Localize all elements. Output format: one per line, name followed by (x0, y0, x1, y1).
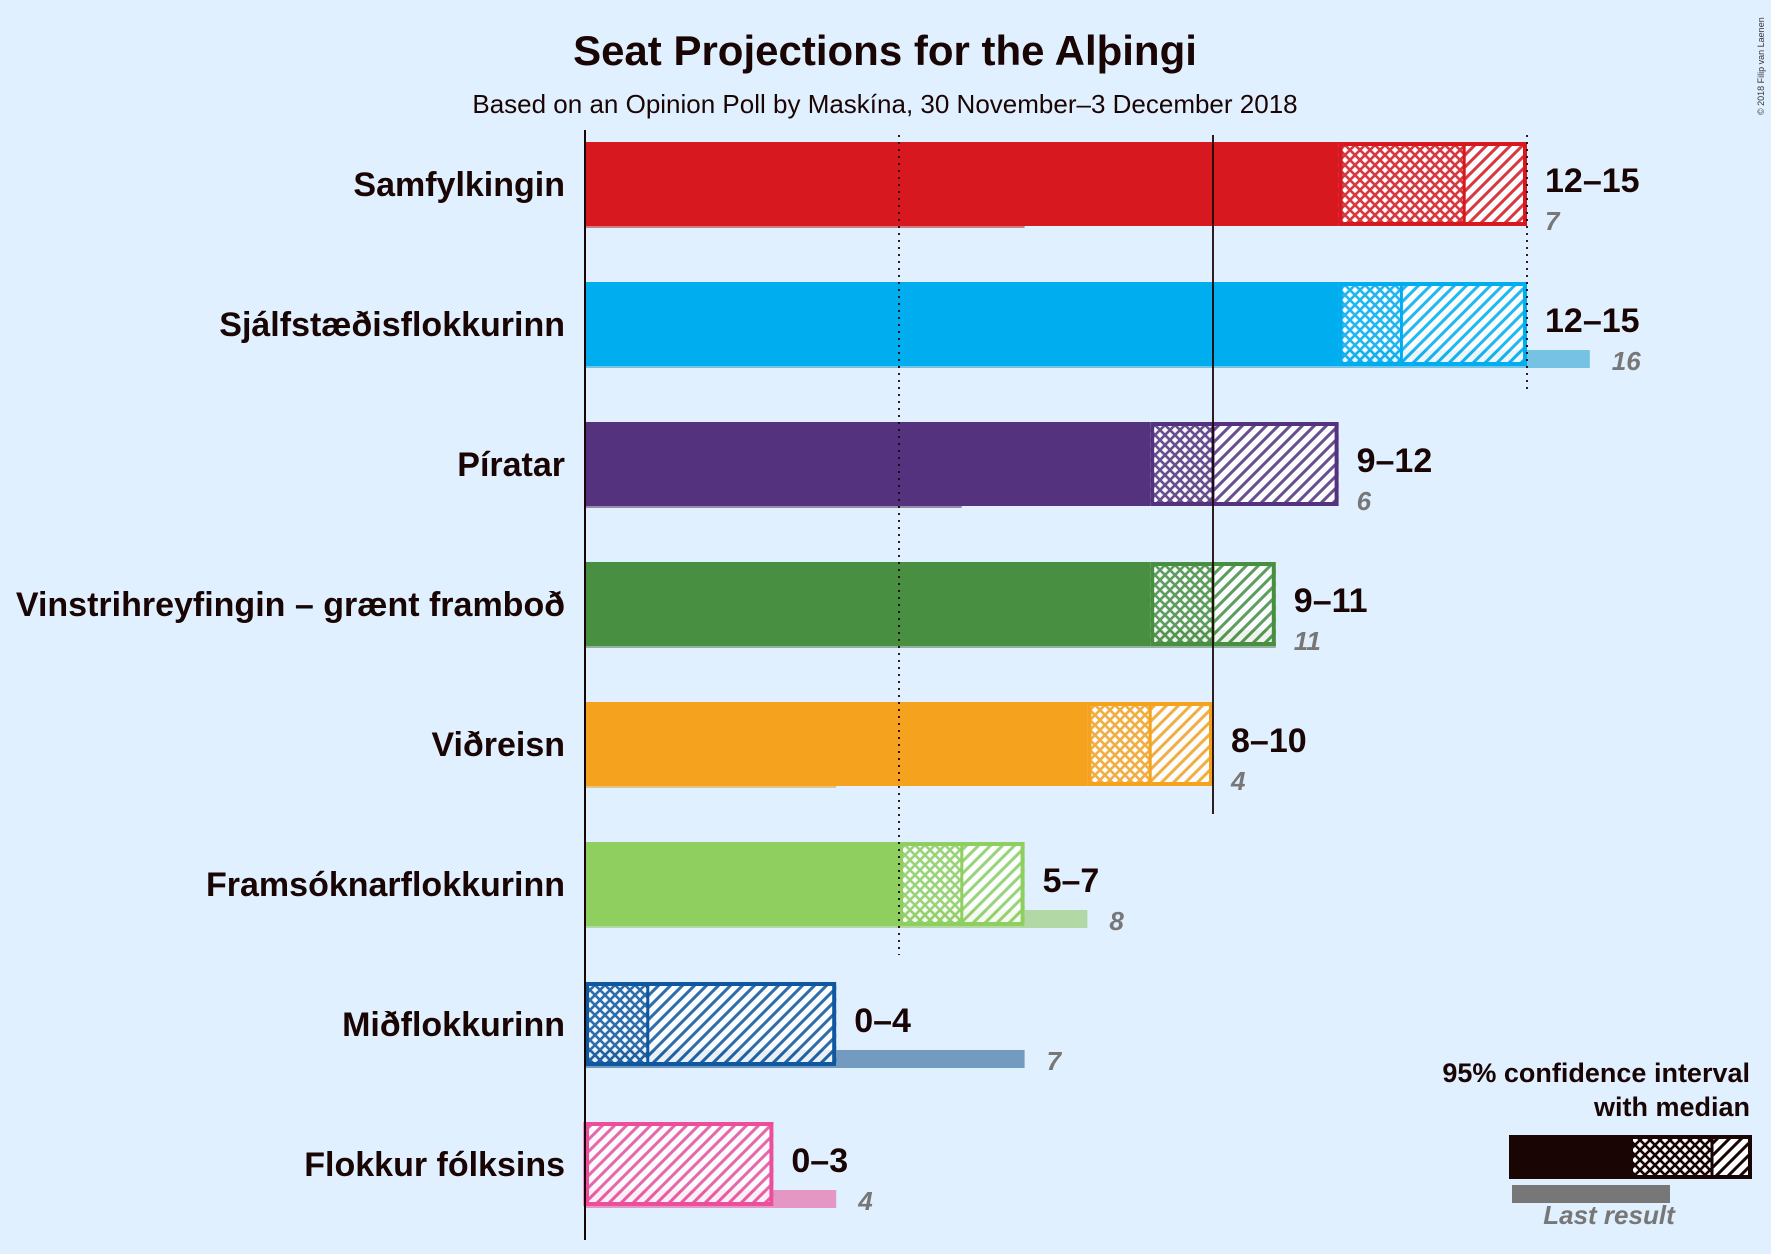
legend-line1: 95% confidence interval (1442, 1058, 1750, 1088)
ci-lower-segment (1150, 562, 1213, 646)
ci-upper-segment (647, 982, 837, 1066)
ci-lower-segment (1150, 422, 1213, 506)
ci-upper-segment (1150, 702, 1213, 786)
seat-range-label: 9–12 (1357, 442, 1433, 480)
legend-last-result-label: Last result (1543, 1200, 1676, 1230)
seat-range-label: 12–15 (1545, 302, 1640, 340)
ci-upper-segment (1464, 142, 1527, 226)
seat-range-label: 9–11 (1294, 582, 1368, 620)
seat-bar (585, 282, 1339, 366)
ci-outline (1338, 142, 1527, 226)
ci-lower-segment (1087, 702, 1151, 786)
ci-outline (1150, 422, 1339, 506)
ci-lower-segment (585, 982, 648, 1066)
ci-lower-segment (899, 842, 962, 926)
seat-range-label: 0–4 (854, 1002, 911, 1040)
party-name: Samfylkingin (353, 166, 565, 204)
party-row: Flokkur fólksins 0–3 4 (304, 1122, 873, 1216)
last-result-label: 6 (1357, 486, 1372, 516)
legend-solid-bar (1509, 1135, 1629, 1179)
last-result-label: 7 (1047, 1046, 1063, 1076)
party-row: Vinstrihreyfingin – grænt framboð 9–11 11 (16, 562, 1368, 656)
ci-lower-segment (1338, 142, 1465, 226)
ci-upper-segment (1213, 562, 1276, 646)
seat-range-label: 8–10 (1231, 722, 1307, 760)
seat-range-label: 0–3 (791, 1142, 848, 1180)
ci-upper-segment (1213, 422, 1339, 506)
party-name: Vinstrihreyfingin – grænt framboð (16, 586, 565, 624)
seat-bar (585, 422, 1151, 506)
seat-bar (585, 842, 899, 926)
seat-bar (585, 702, 1088, 786)
party-row: Samfylkingin 12–15 7 (353, 142, 1640, 236)
seat-bar (585, 562, 1151, 646)
chart-subtitle: Based on an Opinion Poll by Maskína, 30 … (472, 89, 1297, 119)
ci-upper-segment (585, 1122, 774, 1206)
seat-range-label: 12–15 (1545, 162, 1640, 200)
party-name: Viðreisn (431, 726, 565, 764)
last-result-label: 16 (1612, 346, 1641, 376)
party-name: Sjálfstæðisflokkurinn (219, 306, 565, 344)
party-row: Framsóknarflokkurinn 5–7 8 (206, 842, 1124, 936)
ci-outline (1338, 282, 1527, 366)
seat-bar (585, 142, 1339, 226)
party-row: Viðreisn 8–10 4 (431, 702, 1307, 796)
ci-lower-segment (1338, 282, 1402, 366)
last-result-label: 8 (1109, 906, 1124, 936)
party-bars: Samfylkingin 12–15 7 Sjálfstæðisflokkurinn 1… (16, 142, 1641, 1216)
legend-ci-outline (1629, 1135, 1752, 1179)
ci-upper-segment (1401, 282, 1527, 366)
last-result-label: 4 (857, 1186, 873, 1216)
party-row: Píratar 9–12 6 (457, 422, 1432, 516)
ci-upper-segment (961, 842, 1025, 926)
party-name: Framsóknarflokkurinn (206, 866, 565, 904)
legend: 95% confidence interval with median Last… (1442, 1058, 1752, 1230)
last-result-label: 11 (1294, 626, 1321, 656)
legend-ci-lower (1629, 1135, 1712, 1179)
legend-line2: with median (1593, 1092, 1750, 1122)
last-result-label: 4 (1230, 766, 1246, 796)
gridlines (584, 130, 1528, 1240)
party-row: Miðflokkurinn 0–4 7 (342, 982, 1063, 1076)
seat-range-label: 5–7 (1043, 862, 1100, 900)
ci-outline (585, 1122, 774, 1206)
legend-ci-upper (1712, 1135, 1752, 1179)
party-name: Flokkur fólksins (304, 1146, 565, 1184)
chart-title: Seat Projections for the Alþingi (573, 27, 1197, 74)
party-row: Sjálfstæðisflokkurinn 12–15 16 (219, 282, 1641, 376)
ci-outline (585, 982, 837, 1066)
party-name: Píratar (457, 446, 565, 484)
last-result-label: 7 (1545, 206, 1561, 236)
party-name: Miðflokkurinn (342, 1006, 565, 1044)
copyright: © 2018 Filip van Laenen (1756, 17, 1766, 115)
legend-last-result-bar (1512, 1185, 1670, 1203)
